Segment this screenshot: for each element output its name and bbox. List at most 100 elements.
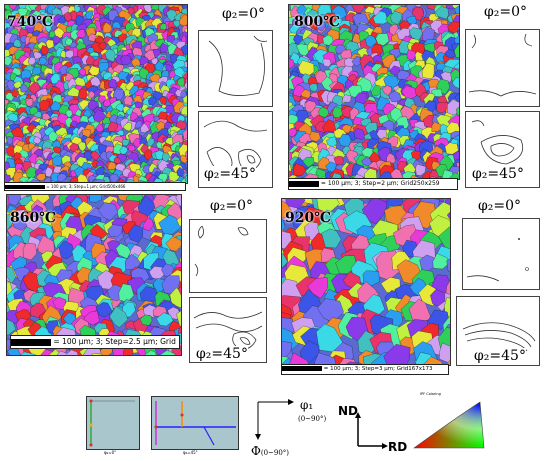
grain [90, 150, 101, 161]
grain [185, 151, 187, 161]
grain [148, 96, 157, 106]
grain [381, 85, 392, 96]
grain [321, 228, 342, 249]
grain [182, 95, 187, 104]
grain [445, 49, 456, 59]
grain [90, 75, 102, 87]
grain [456, 106, 459, 118]
odf-key-phi2-45 [151, 396, 239, 450]
grain [386, 152, 396, 164]
odf-contours-45-800 [471, 120, 524, 165]
grain-map-920 [282, 199, 450, 365]
grain [122, 5, 131, 9]
grain [88, 90, 95, 99]
grain [90, 353, 103, 355]
odf-key-lines-45 [154, 401, 236, 446]
grain [177, 286, 181, 296]
grain [20, 83, 29, 93]
odf-contours-0-800 [468, 33, 537, 97]
grain [390, 168, 404, 179]
grain [165, 64, 173, 72]
scale-bar-text-800: = 100 μm; 3; Step=2 μm; Grid250x259 [320, 180, 440, 187]
odf-section-0-860 [189, 219, 267, 293]
grain [415, 163, 427, 176]
grain [445, 280, 450, 297]
grain [128, 144, 136, 152]
grain [162, 152, 170, 162]
grain [341, 124, 354, 134]
phi2-45-label-920: φ₂=45° [474, 348, 526, 364]
grain [383, 344, 411, 365]
grain [92, 109, 107, 123]
grain [144, 350, 157, 355]
temperature-label-920: 920℃ [285, 210, 331, 226]
grain [44, 24, 52, 33]
grain [122, 122, 132, 132]
grain [176, 310, 181, 327]
grain [48, 130, 60, 142]
grain [159, 42, 169, 54]
grain [6, 136, 15, 145]
grain [282, 200, 293, 219]
grain [77, 173, 89, 183]
scale-bar-text-920: = 100 μm; 3; Step=3 μm; Grid167x173 [323, 366, 433, 372]
grain [76, 29, 86, 38]
odf-contours-0-740 [208, 35, 268, 96]
grain [390, 10, 403, 25]
grain [125, 178, 135, 183]
grain [6, 112, 19, 122]
grain [176, 216, 181, 227]
grain [44, 166, 53, 178]
phi1-axis-label: φ₁ [300, 398, 313, 412]
odf-axes-arrows [255, 399, 294, 440]
grain [439, 342, 450, 364]
grain [7, 353, 8, 355]
grain [52, 35, 61, 44]
grain [116, 153, 127, 163]
grain [372, 10, 389, 25]
sample-axes-arrows [355, 412, 388, 449]
grain [102, 176, 111, 183]
Phi-axis-label: Φ(0~90°) [251, 444, 289, 458]
grain [446, 258, 450, 273]
temperature-label-860: 860℃ [10, 210, 56, 226]
grain [95, 302, 113, 318]
phi2-0-label-740: φ₂=0° [222, 6, 266, 22]
grain [180, 347, 181, 352]
grain [27, 57, 36, 65]
grain [8, 5, 17, 11]
phi2-0-label-800: φ₂=0° [484, 4, 528, 20]
grain [84, 150, 93, 160]
grain [52, 296, 67, 310]
grain [457, 30, 459, 38]
grain [169, 287, 181, 308]
ebsd-map-860 [6, 194, 182, 356]
grain-map-740 [5, 5, 187, 183]
odf-key-label-0: φ₂=0° [104, 450, 117, 455]
grain [78, 68, 87, 77]
grain [65, 349, 79, 355]
grain [177, 77, 185, 88]
grain [5, 174, 11, 183]
grain [182, 128, 187, 141]
grain [180, 45, 187, 56]
grain [11, 216, 27, 231]
grain [388, 90, 402, 103]
scale-bar-920: = 100 μm; 3; Step=3 μm; Grid167x173 [281, 364, 449, 375]
grain [289, 58, 295, 69]
grain [65, 109, 73, 118]
grain [45, 39, 55, 49]
grain [316, 20, 326, 32]
grain [88, 65, 100, 76]
grain [7, 196, 10, 208]
phi2-45-label-740: φ₂=45° [204, 166, 256, 182]
grain [282, 218, 286, 233]
grain [172, 134, 184, 144]
grain [7, 319, 16, 336]
grain [186, 6, 187, 11]
grain [452, 77, 459, 89]
grain [422, 356, 443, 365]
grain [370, 84, 382, 97]
grain [165, 236, 181, 252]
grain [434, 6, 449, 20]
